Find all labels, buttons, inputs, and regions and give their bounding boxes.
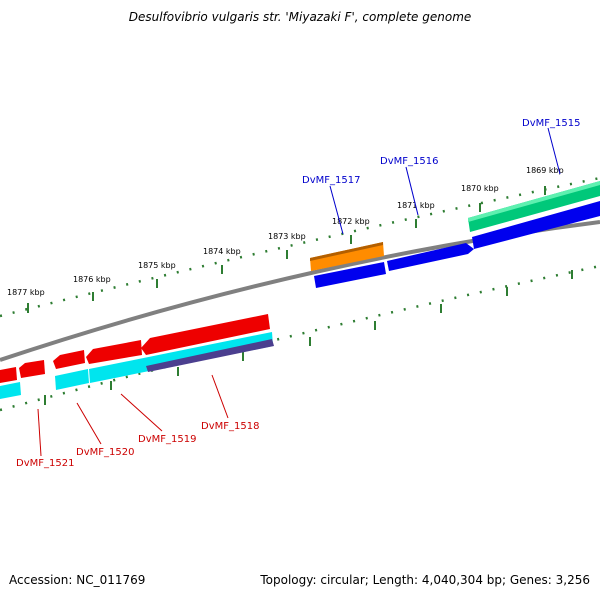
gene-purple-reverse[interactable] xyxy=(146,339,274,372)
gene-cyan-reverse-1[interactable] xyxy=(55,369,89,390)
kbp-label-1869: 1869 kbp xyxy=(526,166,564,175)
major-ticks-lower xyxy=(44,270,573,405)
gene-dvmf-1518-red[interactable] xyxy=(141,314,270,355)
major-ticks-upper xyxy=(27,186,546,313)
label-dvmf-1517[interactable]: DvMF_1517 xyxy=(302,175,360,186)
kbp-label-1875: 1875 kbp xyxy=(138,261,176,270)
leader-line-dvmf-1517 xyxy=(329,185,344,235)
forward-tick-track xyxy=(0,176,600,318)
kbp-label-1872: 1872 kbp xyxy=(332,217,370,226)
kbp-label-1876: 1876 kbp xyxy=(73,275,111,284)
reverse-tick-track xyxy=(0,264,600,412)
gene-dvmf-1516-blue[interactable] xyxy=(387,243,474,271)
label-dvmf-1515[interactable]: DvMF_1515 xyxy=(522,118,580,129)
gene-dvmf-1521-red-b[interactable] xyxy=(0,367,17,383)
leader-line-dvmf-1519 xyxy=(120,393,163,432)
label-dvmf-1516[interactable]: DvMF_1516 xyxy=(380,156,438,167)
gene-dvmf-1521-red-a[interactable] xyxy=(19,360,45,378)
gene-dvmf-1517-orange[interactable] xyxy=(310,242,384,271)
reverse-gene-labels: DvMF_1521 DvMF_1520 DvMF_1519 DvMF_1518 xyxy=(16,374,259,469)
forward-gene-labels: DvMF_1517 DvMF_1516 DvMF_1515 xyxy=(302,118,580,235)
gene-cyan-reverse-3[interactable] xyxy=(0,382,21,399)
kbp-label-1877: 1877 kbp xyxy=(7,288,45,297)
genome-backbone xyxy=(0,220,600,362)
kbp-label-1870: 1870 kbp xyxy=(461,184,499,193)
gene-red-reverse-2[interactable] xyxy=(86,340,142,364)
leader-line-dvmf-1520 xyxy=(76,402,102,445)
kbp-label-1873: 1873 kbp xyxy=(268,232,306,241)
gene-dvmf-1515-teal-highlight xyxy=(468,181,600,222)
gene-blue-forward-3[interactable] xyxy=(472,201,600,249)
kbp-label-1874: 1874 kbp xyxy=(203,247,241,256)
label-dvmf-1519[interactable]: DvMF_1519 xyxy=(138,434,196,445)
gene-dvmf-1517-orange-shade xyxy=(310,242,383,261)
leader-line-dvmf-1518 xyxy=(211,374,229,419)
gene-dvmf-1520-red[interactable] xyxy=(53,350,85,369)
map-title: Desulfovibrio vulgaris str. 'Miyazaki F'… xyxy=(128,10,472,24)
label-dvmf-1520[interactable]: DvMF_1520 xyxy=(76,447,134,458)
label-dvmf-1518[interactable]: DvMF_1518 xyxy=(201,421,259,432)
gene-dvmf-1519-cyan[interactable] xyxy=(89,332,273,383)
accession-text: Accession: NC_011769 xyxy=(9,573,146,587)
label-dvmf-1521[interactable]: DvMF_1521 xyxy=(16,458,74,469)
leader-line-dvmf-1515 xyxy=(547,127,561,175)
leader-line-dvmf-1516 xyxy=(405,166,419,216)
leader-line-dvmf-1521 xyxy=(37,408,42,457)
gene-blue-forward-1[interactable] xyxy=(314,262,386,288)
genome-summary-text: Topology: circular; Length: 4,040,304 bp… xyxy=(260,573,590,587)
